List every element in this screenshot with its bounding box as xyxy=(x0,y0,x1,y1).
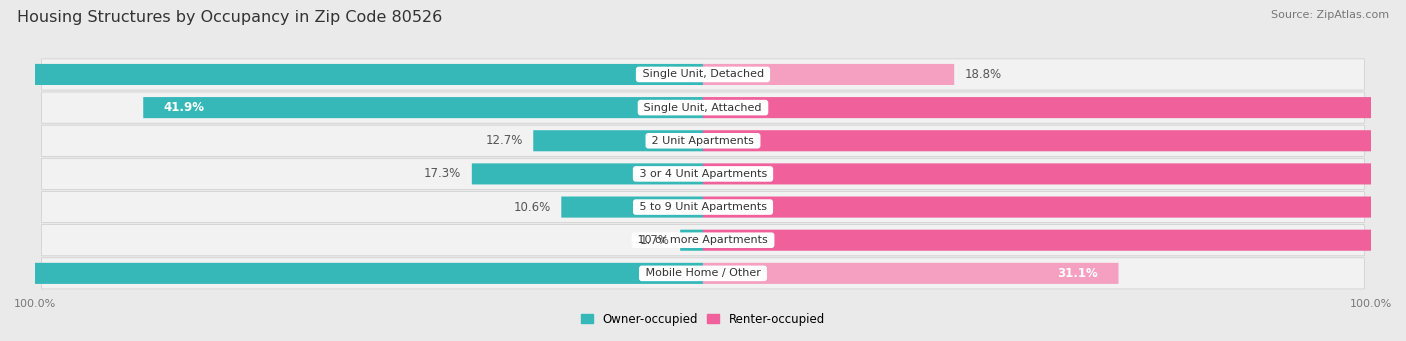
FancyBboxPatch shape xyxy=(42,158,1364,190)
FancyBboxPatch shape xyxy=(561,196,703,218)
Text: 1.7%: 1.7% xyxy=(640,234,669,247)
FancyBboxPatch shape xyxy=(472,163,703,184)
FancyBboxPatch shape xyxy=(703,64,955,85)
Text: 10.6%: 10.6% xyxy=(513,201,551,213)
FancyBboxPatch shape xyxy=(42,125,1364,156)
Legend: Owner-occupied, Renter-occupied: Owner-occupied, Renter-occupied xyxy=(576,308,830,330)
FancyBboxPatch shape xyxy=(703,97,1406,118)
FancyBboxPatch shape xyxy=(703,263,1119,284)
Text: 2 Unit Apartments: 2 Unit Apartments xyxy=(648,136,758,146)
Text: 10 or more Apartments: 10 or more Apartments xyxy=(634,235,772,245)
Text: Housing Structures by Occupancy in Zip Code 80526: Housing Structures by Occupancy in Zip C… xyxy=(17,10,441,25)
FancyBboxPatch shape xyxy=(42,225,1364,256)
Text: Single Unit, Detached: Single Unit, Detached xyxy=(638,70,768,79)
Text: 18.8%: 18.8% xyxy=(965,68,1002,81)
FancyBboxPatch shape xyxy=(703,130,1406,151)
FancyBboxPatch shape xyxy=(42,258,1364,289)
Text: 3 or 4 Unit Apartments: 3 or 4 Unit Apartments xyxy=(636,169,770,179)
Text: Source: ZipAtlas.com: Source: ZipAtlas.com xyxy=(1271,10,1389,20)
Text: Single Unit, Attached: Single Unit, Attached xyxy=(641,103,765,113)
FancyBboxPatch shape xyxy=(703,196,1406,218)
FancyBboxPatch shape xyxy=(0,263,703,284)
FancyBboxPatch shape xyxy=(681,230,703,251)
FancyBboxPatch shape xyxy=(0,64,703,85)
FancyBboxPatch shape xyxy=(703,163,1406,184)
Text: 17.3%: 17.3% xyxy=(425,167,461,180)
Text: 41.9%: 41.9% xyxy=(163,101,204,114)
FancyBboxPatch shape xyxy=(42,92,1364,123)
FancyBboxPatch shape xyxy=(42,192,1364,223)
Text: 31.1%: 31.1% xyxy=(1057,267,1098,280)
Text: 12.7%: 12.7% xyxy=(485,134,523,147)
FancyBboxPatch shape xyxy=(143,97,703,118)
FancyBboxPatch shape xyxy=(42,59,1364,90)
FancyBboxPatch shape xyxy=(703,230,1406,251)
Text: 5 to 9 Unit Apartments: 5 to 9 Unit Apartments xyxy=(636,202,770,212)
Text: Mobile Home / Other: Mobile Home / Other xyxy=(641,268,765,278)
FancyBboxPatch shape xyxy=(533,130,703,151)
